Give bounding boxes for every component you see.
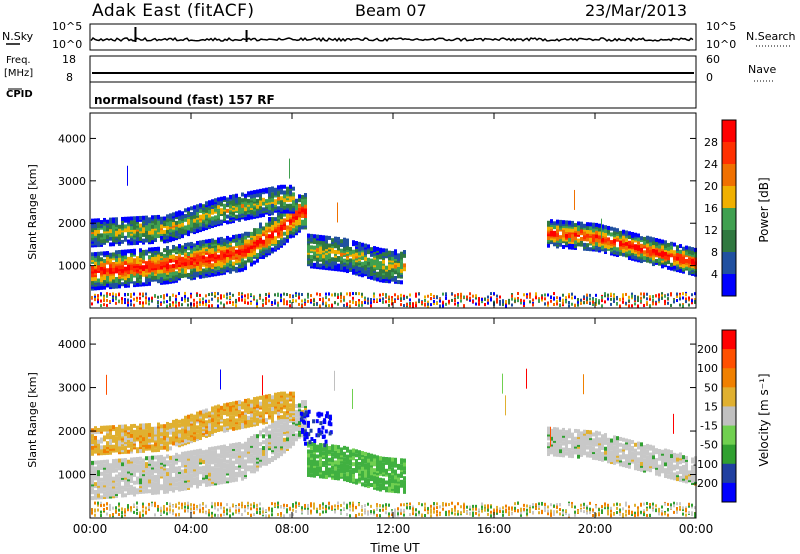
station-title: Adak East (fitACF) (92, 1, 255, 21)
colorbar-tick-label: 4 (711, 268, 718, 281)
colorbar-tick-label: 24 (704, 158, 718, 171)
freq-unit: [MHz] (4, 68, 33, 79)
velocity-ylabel: Slant Range [km] (26, 372, 39, 468)
y-tick-label: 1000 (58, 260, 86, 273)
velocity-colorbar: 200 100 50 15 -15 -50 -100 -200 (693, 329, 737, 503)
velocity-y-ticks: 1000 2000 3000 4000 (58, 338, 696, 482)
cpid-value: normalsound (fast) 157 RF (94, 93, 275, 107)
x-tick-label: 16:00 (477, 522, 512, 536)
x-tick-label: 00:00 (679, 522, 714, 536)
y-tick-label: 1000 (58, 469, 86, 482)
colorbar-tick-label: 20 (704, 180, 718, 193)
power-y-ticks: 1000 2000 3000 4000 (58, 132, 696, 273)
y-tick-label: 2000 (58, 217, 86, 230)
y-tick-label: 4000 (58, 132, 86, 145)
colorbar-tick-label: 12 (704, 224, 718, 237)
x-ticks: 00:00 04:00 08:00 12:00 16:00 20:00 00:00 (73, 113, 714, 536)
cpid-label: CPID (6, 89, 33, 100)
y-tick-label: 2000 (58, 425, 86, 438)
nsky-label: N.Sky (2, 30, 34, 43)
freq-tick-bottom: 8 (66, 71, 73, 84)
colorbar-tick-label: -200 (693, 477, 718, 490)
nsearch-label: N.Search (746, 30, 796, 43)
power-colorbar-label: Power [dB] (757, 177, 771, 242)
nsky-panel (89, 23, 697, 51)
colorbar-tick-label: 100 (697, 362, 718, 375)
nave-label: Nave (748, 63, 776, 76)
colorbar-tick-label: 50 (704, 381, 718, 394)
power-ylabel: Slant Range [km] (26, 164, 39, 260)
freq-panel (89, 55, 697, 83)
x-tick-label: 08:00 (275, 522, 310, 536)
colorbar-tick-label: 28 (704, 136, 718, 149)
freq-tick-top: 18 (62, 53, 76, 66)
cpid-panel (89, 81, 697, 109)
colorbar-tick-label: -100 (693, 458, 718, 471)
y-tick-label: 3000 (58, 382, 86, 395)
colorbar-tick-label: 8 (711, 246, 718, 259)
nsearch-tick-bottom: 10^0 (706, 38, 736, 51)
colorbar-tick-label: 16 (704, 202, 718, 215)
beam-title: Beam 07 (355, 1, 427, 20)
nsky-tick-bottom: 10^0 (52, 38, 82, 51)
x-tick-label: 12:00 (376, 522, 411, 536)
colorbar-tick-label: 200 (697, 343, 718, 356)
x-tick-label: 04:00 (174, 522, 209, 536)
colorbar-tick-label: -50 (700, 439, 718, 452)
freq-label: Freq. (6, 55, 31, 66)
y-tick-label: 4000 (58, 338, 86, 351)
date-title: 23/Mar/2013 (585, 1, 687, 20)
nsearch-tick-top: 10^5 (706, 20, 736, 33)
power-colorbar: 4 8 12 16 20 24 28 (704, 119, 737, 297)
velocity-data-layer (91, 368, 697, 518)
x-tick-label: 20:00 (578, 522, 613, 536)
x-axis-label: Time UT (369, 541, 420, 554)
x-tick-label: 00:00 (73, 522, 108, 536)
colorbar-tick-label: 15 (704, 400, 718, 413)
velocity-colorbar-label: Velocity [m s⁻¹] (757, 373, 771, 466)
nsky-trace (90, 27, 694, 43)
nave-tick-bottom: 0 (706, 71, 713, 84)
y-tick-label: 3000 (58, 175, 86, 188)
nsky-tick-top: 10^5 (52, 20, 82, 33)
colorbar-tick-label: -15 (700, 420, 718, 433)
nave-tick-top: 60 (706, 53, 720, 66)
